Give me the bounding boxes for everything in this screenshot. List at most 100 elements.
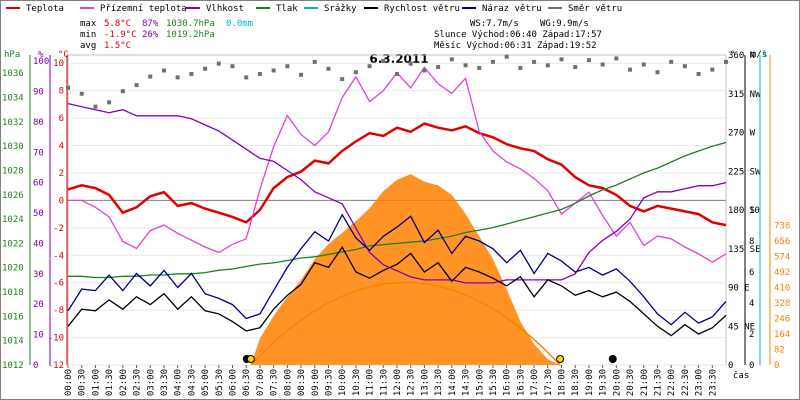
x-tick-label-45: 22:30 <box>681 369 691 396</box>
wind-direction-point-23 <box>381 59 386 64</box>
stats-moon: Měsíc Východ:06:31 Západ:19:52 <box>434 41 597 51</box>
rain-tick-9: 738 <box>774 222 790 232</box>
wind-direction-point-13 <box>244 75 249 80</box>
rain-tick-5: 410 <box>774 284 790 294</box>
sunset-marker <box>556 355 565 363</box>
plot-area <box>66 54 728 366</box>
humidity-tick-4: 40 <box>33 239 44 249</box>
x-tick-label-26: 13:00 <box>420 369 430 396</box>
series-4-line <box>67 245 727 337</box>
x-tick-label-38: 19:00 <box>585 369 595 396</box>
wind-direction-point-12 <box>230 64 235 69</box>
temperature-axis-label: °C <box>58 50 69 60</box>
temperature-tick-4: -4 <box>53 251 64 261</box>
x-tick-label-10: 05:00 <box>201 369 211 396</box>
temperature-tick-1: -10 <box>48 334 64 344</box>
x-tick-label-28: 14:00 <box>448 369 458 396</box>
x-tick-label-46: 23:00 <box>695 369 705 396</box>
series-5-line <box>67 213 727 326</box>
stats-min-label: min <box>80 30 96 40</box>
direction-tick-8: 360 N <box>728 51 755 61</box>
stats-block: max 5.8°C 87% 1030.7hPa 0.0mm min -1.9°C… <box>80 19 602 51</box>
wind-direction-point-37 <box>573 65 578 70</box>
x-tick-label-14: 07:00 <box>256 369 266 396</box>
wind-direction-point-42 <box>641 62 646 67</box>
stats-max-temp: 5.8°C <box>104 19 131 29</box>
wind-direction-point-8 <box>175 75 180 80</box>
pressure-tick-4: 1020 <box>2 264 24 274</box>
temperature-tick-0: -12 <box>48 361 64 371</box>
sun-arc <box>250 281 561 366</box>
wind-tick-5: 10 <box>749 206 760 216</box>
rain-tick-0: 0 <box>774 361 779 371</box>
x-tick-label-22: 11:00 <box>366 369 376 396</box>
x-tick-label-44: 22:00 <box>667 369 677 396</box>
pressure-tick-3: 1018 <box>2 288 24 298</box>
x-axis-label: čas <box>733 370 749 381</box>
x-tick-label-13: 06:30 <box>242 369 252 396</box>
wind-direction-point-17 <box>299 72 304 77</box>
temperature-tick-6: 0 <box>59 196 64 206</box>
x-tick-label-40: 20:00 <box>612 369 622 396</box>
stats-avg-label: avg <box>80 41 96 51</box>
rain-tick-7: 574 <box>774 253 790 263</box>
wind-direction-point-5 <box>134 83 139 88</box>
rain-tick-2: 164 <box>774 330 790 340</box>
legend: Teplota Přízemní teplota Vlhkost Tlak Sr… <box>6 4 622 14</box>
pressure-tick-5: 1022 <box>2 239 24 249</box>
pressure-tick-2: 1016 <box>2 312 24 322</box>
legend-item-rychlost-vetru: Rychlost větru <box>384 4 460 14</box>
wind-tick-4: 8 <box>749 237 754 247</box>
wind-direction-point-28 <box>449 57 454 62</box>
wind-direction-point-30 <box>477 65 482 70</box>
x-tick-label-8: 04:00 <box>174 369 184 396</box>
wind-direction-point-15 <box>271 68 276 73</box>
x-tick-label-1: 00:30 <box>78 369 88 396</box>
x-tick-label-7: 03:30 <box>160 369 170 396</box>
wind-direction-point-26 <box>422 68 427 73</box>
x-tick-label-39: 19:30 <box>599 369 609 396</box>
x-tick-label-11: 05:30 <box>215 369 225 396</box>
wind-direction-point-22 <box>367 64 372 69</box>
legend-item-smer-vetru: Směr větru <box>568 4 622 14</box>
x-tick-label-20: 10:00 <box>338 369 348 396</box>
wind-direction-point-19 <box>326 66 331 71</box>
wind-direction-point-21 <box>353 70 358 75</box>
x-tick-label-5: 02:30 <box>133 369 143 396</box>
direction-axis-label: ° <box>730 50 735 60</box>
humidity-tick-1: 10 <box>33 331 44 341</box>
rain-tick-1: 82 <box>774 346 785 356</box>
pressure-tick-8: 1028 <box>2 166 24 176</box>
humidity-tick-7: 70 <box>33 148 44 158</box>
humidity-tick-6: 60 <box>33 179 44 189</box>
wind-direction-point-14 <box>257 71 262 76</box>
x-tick-label-6: 03:00 <box>146 369 156 396</box>
x-tick-label-31: 15:30 <box>489 369 499 396</box>
legend-item-naraz-vetru: Náraz větru <box>482 4 542 14</box>
rain-tick-6: 492 <box>774 268 790 278</box>
x-tick-label-9: 04:30 <box>187 369 197 396</box>
x-tick-label-15: 07:30 <box>270 369 280 396</box>
rain-tick-3: 246 <box>774 315 790 325</box>
x-tick-label-47: 23:30 <box>708 369 718 396</box>
series-3-line <box>68 141 727 279</box>
wind-direction-point-40 <box>614 56 619 61</box>
x-tick-label-34: 17:00 <box>530 369 540 396</box>
temperature-tick-11: 10 <box>53 59 64 69</box>
stats-avg-temp: 1.5°C <box>104 41 131 51</box>
direction-tick-4: 180 S <box>728 206 755 216</box>
wind-direction-point-7 <box>161 68 166 73</box>
wind-direction-point-34 <box>532 59 537 64</box>
wind-direction-point-20 <box>340 77 345 82</box>
x-tick-label-33: 16:30 <box>516 369 526 396</box>
direction-tick-3: 135 SE <box>728 245 761 255</box>
temperature-tick-7: 2 <box>59 169 64 179</box>
direction-tick-1: 45 NE <box>728 322 755 332</box>
humidity-tick-0: 0 <box>33 361 38 371</box>
wind-direction-point-3 <box>107 100 112 105</box>
series-2-line <box>67 102 727 284</box>
stats-max-press: 1030.7hPa <box>166 19 215 29</box>
wind-tick-1: 2 <box>749 330 754 340</box>
stats-wg: WG:9.9m/s <box>540 19 589 29</box>
